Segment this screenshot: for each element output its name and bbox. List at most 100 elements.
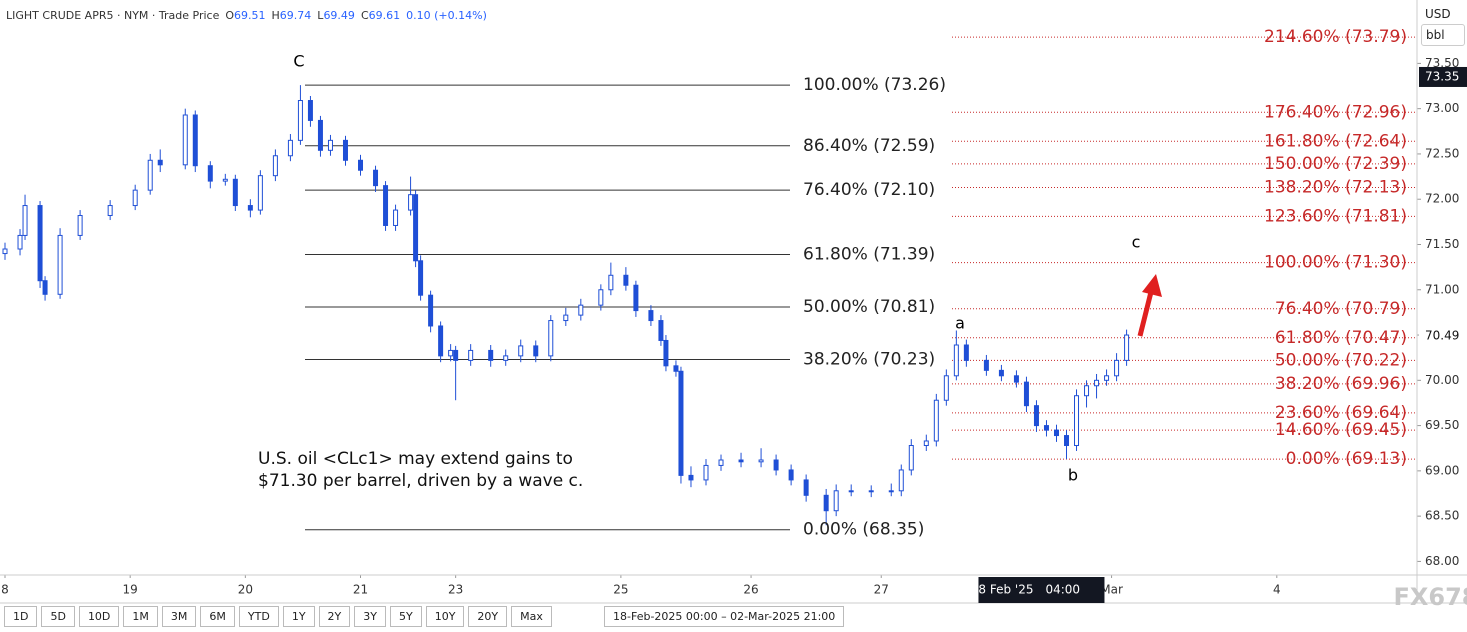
y-tick-label: 68.00	[1425, 554, 1459, 568]
range-button[interactable]: 5Y	[389, 606, 422, 627]
price-tag-label: 70.49	[1425, 328, 1459, 342]
candle-body	[448, 349, 454, 357]
candle-body	[1074, 395, 1080, 447]
date-range[interactable]: 18-Feb-2025 00:00 – 02-Mar-2025 21:00	[604, 606, 845, 627]
candle-body	[147, 159, 153, 191]
x-tick-label: 21	[353, 583, 368, 597]
wave-label: C	[293, 52, 304, 71]
candle-body	[358, 159, 364, 171]
range-button[interactable]: 10Y	[425, 606, 465, 627]
candle-body	[408, 194, 414, 211]
candle-body	[1053, 429, 1059, 437]
candle-body	[2, 248, 8, 255]
range-button[interactable]: 5D	[41, 606, 75, 627]
y-tick-label: 71.00	[1425, 282, 1459, 296]
candle-body	[678, 370, 684, 476]
range-buttons: 1D 5D 10D 1M 3M 6M YTD 1Y 2Y 3Y 5Y 10Y 20Y Max	[4, 606, 552, 627]
candle-body	[22, 205, 28, 236]
stat-value: 69.61	[368, 9, 401, 22]
fib-label: 100.00% (73.26)	[803, 75, 946, 95]
wave-label: a	[955, 314, 965, 333]
header: LIGHT CRUDE APR5 · NYM · Trade Price O69.…	[6, 9, 487, 22]
candle-body	[232, 178, 238, 207]
x-tick-label: Mar	[1100, 583, 1123, 597]
y-tick-label: 73.50	[1425, 56, 1459, 70]
x-tick-label: 25	[613, 583, 628, 597]
stat-value: 69.74	[279, 9, 312, 22]
candle-body	[1104, 375, 1110, 381]
candle-body	[648, 310, 654, 322]
candle-body	[998, 369, 1004, 377]
candle-body	[317, 119, 323, 151]
x-tick-label: 8	[1, 583, 9, 597]
range-button[interactable]: 3M	[161, 606, 197, 627]
range-button[interactable]: 1D	[4, 606, 38, 627]
unit[interactable]: bbl	[1421, 24, 1465, 46]
fib-ext-label: 0.00% (69.13)	[1286, 449, 1407, 469]
y-tick-label: 70.00	[1425, 373, 1459, 387]
candle-body	[943, 375, 949, 401]
stat-key: L	[317, 9, 324, 22]
crosshair-box	[978, 577, 1105, 603]
y-tick-label: 72.00	[1425, 192, 1459, 206]
candles	[2, 85, 1130, 526]
candle-body	[17, 234, 23, 250]
candle-body	[428, 294, 434, 327]
currency[interactable]: USD	[1425, 7, 1451, 21]
y-tick-label: 72.50	[1425, 146, 1459, 160]
candle-body	[157, 159, 163, 166]
fib-ext-label: 150.00% (72.39)	[1264, 154, 1407, 174]
arrow	[1137, 274, 1162, 337]
candle-body	[848, 490, 854, 493]
candle-body	[37, 205, 43, 282]
candle-body	[287, 139, 293, 157]
fib-ext-label: 214.60% (73.79)	[1264, 27, 1407, 47]
candle-body	[868, 490, 874, 493]
range-button[interactable]: Max	[511, 606, 552, 627]
candle-body	[468, 349, 474, 361]
range-button[interactable]: 6M	[200, 606, 235, 627]
candle-body	[953, 344, 959, 377]
range-button[interactable]: 10D	[78, 606, 120, 627]
candle-body	[132, 189, 138, 207]
candle-body	[272, 155, 278, 177]
stat-key: C	[360, 9, 369, 22]
candle-body	[788, 469, 794, 481]
candle-body	[673, 365, 679, 372]
candle-body	[773, 459, 779, 471]
candle-body	[192, 114, 198, 167]
candle-body	[42, 280, 48, 295]
range-button[interactable]: YTD	[238, 606, 279, 627]
range-button[interactable]: 1Y	[282, 606, 315, 627]
candle-body	[342, 139, 348, 161]
range-button[interactable]: 20Y	[468, 606, 508, 627]
candle-body	[688, 474, 694, 481]
fib-ext-label: 61.80% (70.47)	[1275, 328, 1407, 348]
candle-body	[1043, 425, 1049, 431]
crosshair-time: 04:00	[1045, 583, 1080, 597]
wave-label: b	[1068, 466, 1078, 485]
candle-body	[418, 260, 424, 296]
candle-body	[57, 234, 63, 295]
range-button[interactable]: 2Y	[318, 606, 351, 627]
fib-ext-label: 138.20% (72.13)	[1264, 177, 1407, 197]
candle-body	[488, 349, 494, 361]
plot-layer	[2, 36, 1421, 578]
candle-body	[663, 339, 669, 367]
fib-label: 50.00% (70.81)	[803, 297, 935, 317]
range-button[interactable]: 3Y	[354, 606, 386, 627]
annotation: U.S. oil <CLc1> may extend gains to	[258, 449, 573, 469]
candle-body	[1013, 375, 1019, 383]
x-tick-label: 4	[1273, 583, 1281, 597]
candle-body	[413, 194, 419, 262]
range-button[interactable]: 1M	[123, 606, 158, 627]
candle-body	[983, 359, 989, 371]
candle-body	[438, 325, 444, 357]
candle-body	[1064, 435, 1070, 447]
candle-body	[533, 345, 539, 357]
candle-body	[833, 490, 839, 512]
fib-ext-label: 100.00% (71.30)	[1264, 253, 1407, 273]
y-tick-label: 73.00	[1425, 101, 1459, 115]
candle-body	[182, 114, 188, 166]
symbol: LIGHT CRUDE APR5 · NYM · Trade Price	[6, 9, 220, 22]
